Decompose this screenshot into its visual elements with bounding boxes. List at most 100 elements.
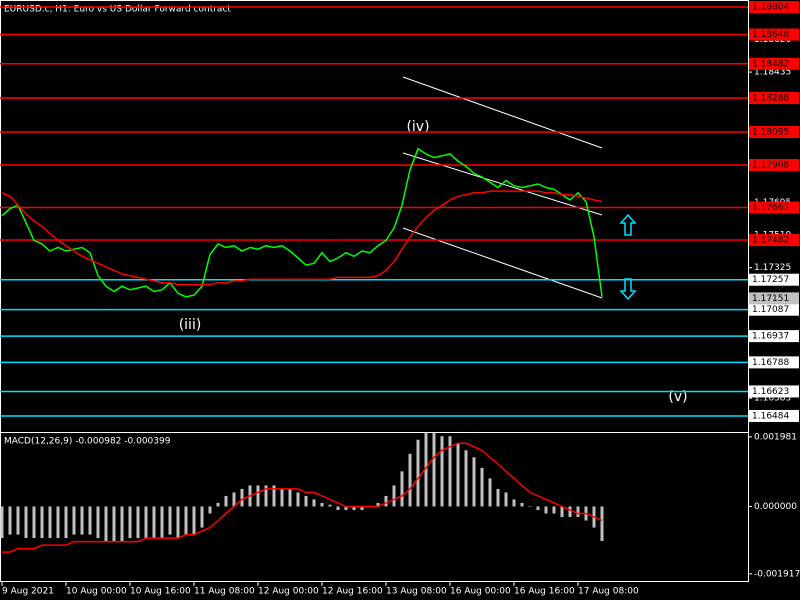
x-tick-label: 12 Aug 00:00 (258, 587, 319, 597)
signal-line (2, 442, 603, 553)
level-label-box (749, 234, 799, 247)
histogram-bar (96, 506, 100, 539)
level-label: 1.18288 (752, 93, 789, 103)
histogram-bar (360, 506, 364, 510)
histogram-bar (504, 492, 508, 507)
histogram-bar (160, 506, 164, 539)
histogram-bar (24, 506, 28, 539)
histogram-bar (552, 506, 556, 514)
histogram-bar (296, 492, 300, 507)
level-label: 1.18804 (752, 3, 789, 13)
histogram-bar (448, 436, 452, 507)
level-label: 1.18482 (752, 59, 789, 69)
histogram-bar (280, 488, 284, 507)
histogram-bar (560, 506, 564, 518)
histogram-bar (128, 506, 132, 539)
level-label: 1.18095 (752, 128, 789, 138)
up-arrow (619, 213, 637, 236)
chart-title: EURUSD.c, H1: Euro vs US Dollar Forward … (4, 5, 231, 15)
histogram-bar (304, 495, 308, 507)
histogram-bar (400, 471, 404, 507)
histogram-bar (512, 499, 516, 507)
plot-frame (0, 0, 749, 582)
histogram-bar (200, 506, 204, 528)
level-label: 1.17667 (752, 203, 789, 213)
histogram-bar (216, 502, 220, 507)
histogram-bar (384, 495, 388, 507)
histogram-bar (64, 506, 68, 539)
level-label-box (749, 385, 799, 398)
histogram-bar (320, 502, 324, 507)
moving-average (1, 190, 603, 286)
histogram-bar (8, 506, 12, 535)
histogram-bar (392, 485, 396, 507)
level-label: 1.16484 (752, 411, 789, 421)
level-label-box (749, 57, 799, 70)
level-label: 1.17257 (752, 275, 789, 285)
histogram-bar (144, 506, 148, 539)
histogram-bar (344, 506, 348, 510)
y-tick-label: -0.001917 (754, 569, 800, 579)
level-label-box (749, 409, 799, 422)
histogram-bar (136, 506, 140, 539)
histogram-bar (240, 488, 244, 507)
indicator-title: MACD(12,26,9) -0.000982 -0.000399 (4, 437, 171, 447)
histogram-bar (208, 506, 212, 514)
wave-label: (v) (668, 389, 687, 405)
y-tick-label: 0.001981 (754, 432, 797, 442)
histogram-bar (376, 502, 380, 507)
wave-label: (iv) (406, 119, 429, 135)
histogram-bar (528, 506, 532, 507)
histogram-bar (48, 506, 52, 539)
x-tick-label: 12 Aug 16:00 (322, 587, 383, 597)
histogram-bar (232, 492, 236, 507)
histogram-bar (184, 506, 188, 535)
histogram-bar (16, 506, 20, 535)
x-tick-label: 10 Aug 00:00 (66, 587, 127, 597)
histogram-bar (520, 502, 524, 507)
histogram-bar (256, 485, 260, 507)
level-label: 1.17482 (752, 236, 789, 246)
histogram-bar (312, 499, 316, 507)
histogram-bar (40, 506, 44, 539)
x-tick-label: 9 Aug 2021 (2, 587, 54, 597)
level-label: 1.18648 (752, 30, 789, 40)
histogram-bar (568, 506, 572, 518)
channel-line (402, 76, 603, 149)
level-label-box (749, 91, 799, 104)
histogram-bar (72, 506, 76, 535)
histogram-bar (120, 506, 124, 542)
histogram-bar (440, 436, 444, 507)
histogram-bar (112, 506, 116, 542)
y-tick-label: 1.17325 (754, 263, 791, 273)
histogram-bar (272, 485, 276, 507)
histogram-bar (264, 485, 268, 507)
level-label-box (749, 1, 799, 14)
histogram-bar (536, 506, 540, 510)
histogram-bar (352, 506, 356, 510)
level-label-box (749, 356, 799, 369)
level-label: 1.17908 (752, 160, 789, 170)
x-tick-label: 16 Aug 16:00 (514, 587, 575, 597)
y-tick-label: 1.16585 (754, 394, 791, 404)
histogram-bar (416, 439, 420, 507)
level-label: 1.16788 (752, 358, 789, 368)
price-label-box (749, 292, 799, 305)
x-tick-label: 10 Aug 16:00 (130, 587, 191, 597)
histogram-bar (168, 506, 172, 535)
histogram-bar (80, 506, 84, 535)
level-label-box (749, 201, 799, 214)
level-label-box (749, 273, 799, 286)
y-tick-label: 0.000000 (754, 502, 797, 512)
histogram-bar (408, 453, 412, 507)
histogram-bar (88, 506, 92, 535)
x-tick-label: 13 Aug 08:00 (386, 587, 447, 597)
histogram-bar (56, 506, 60, 539)
histogram-bar (176, 506, 180, 539)
x-tick-label: 17 Aug 08:00 (578, 587, 639, 597)
price-line (1, 147, 603, 298)
histogram-bar (224, 495, 228, 507)
histogram-bar (192, 506, 196, 535)
